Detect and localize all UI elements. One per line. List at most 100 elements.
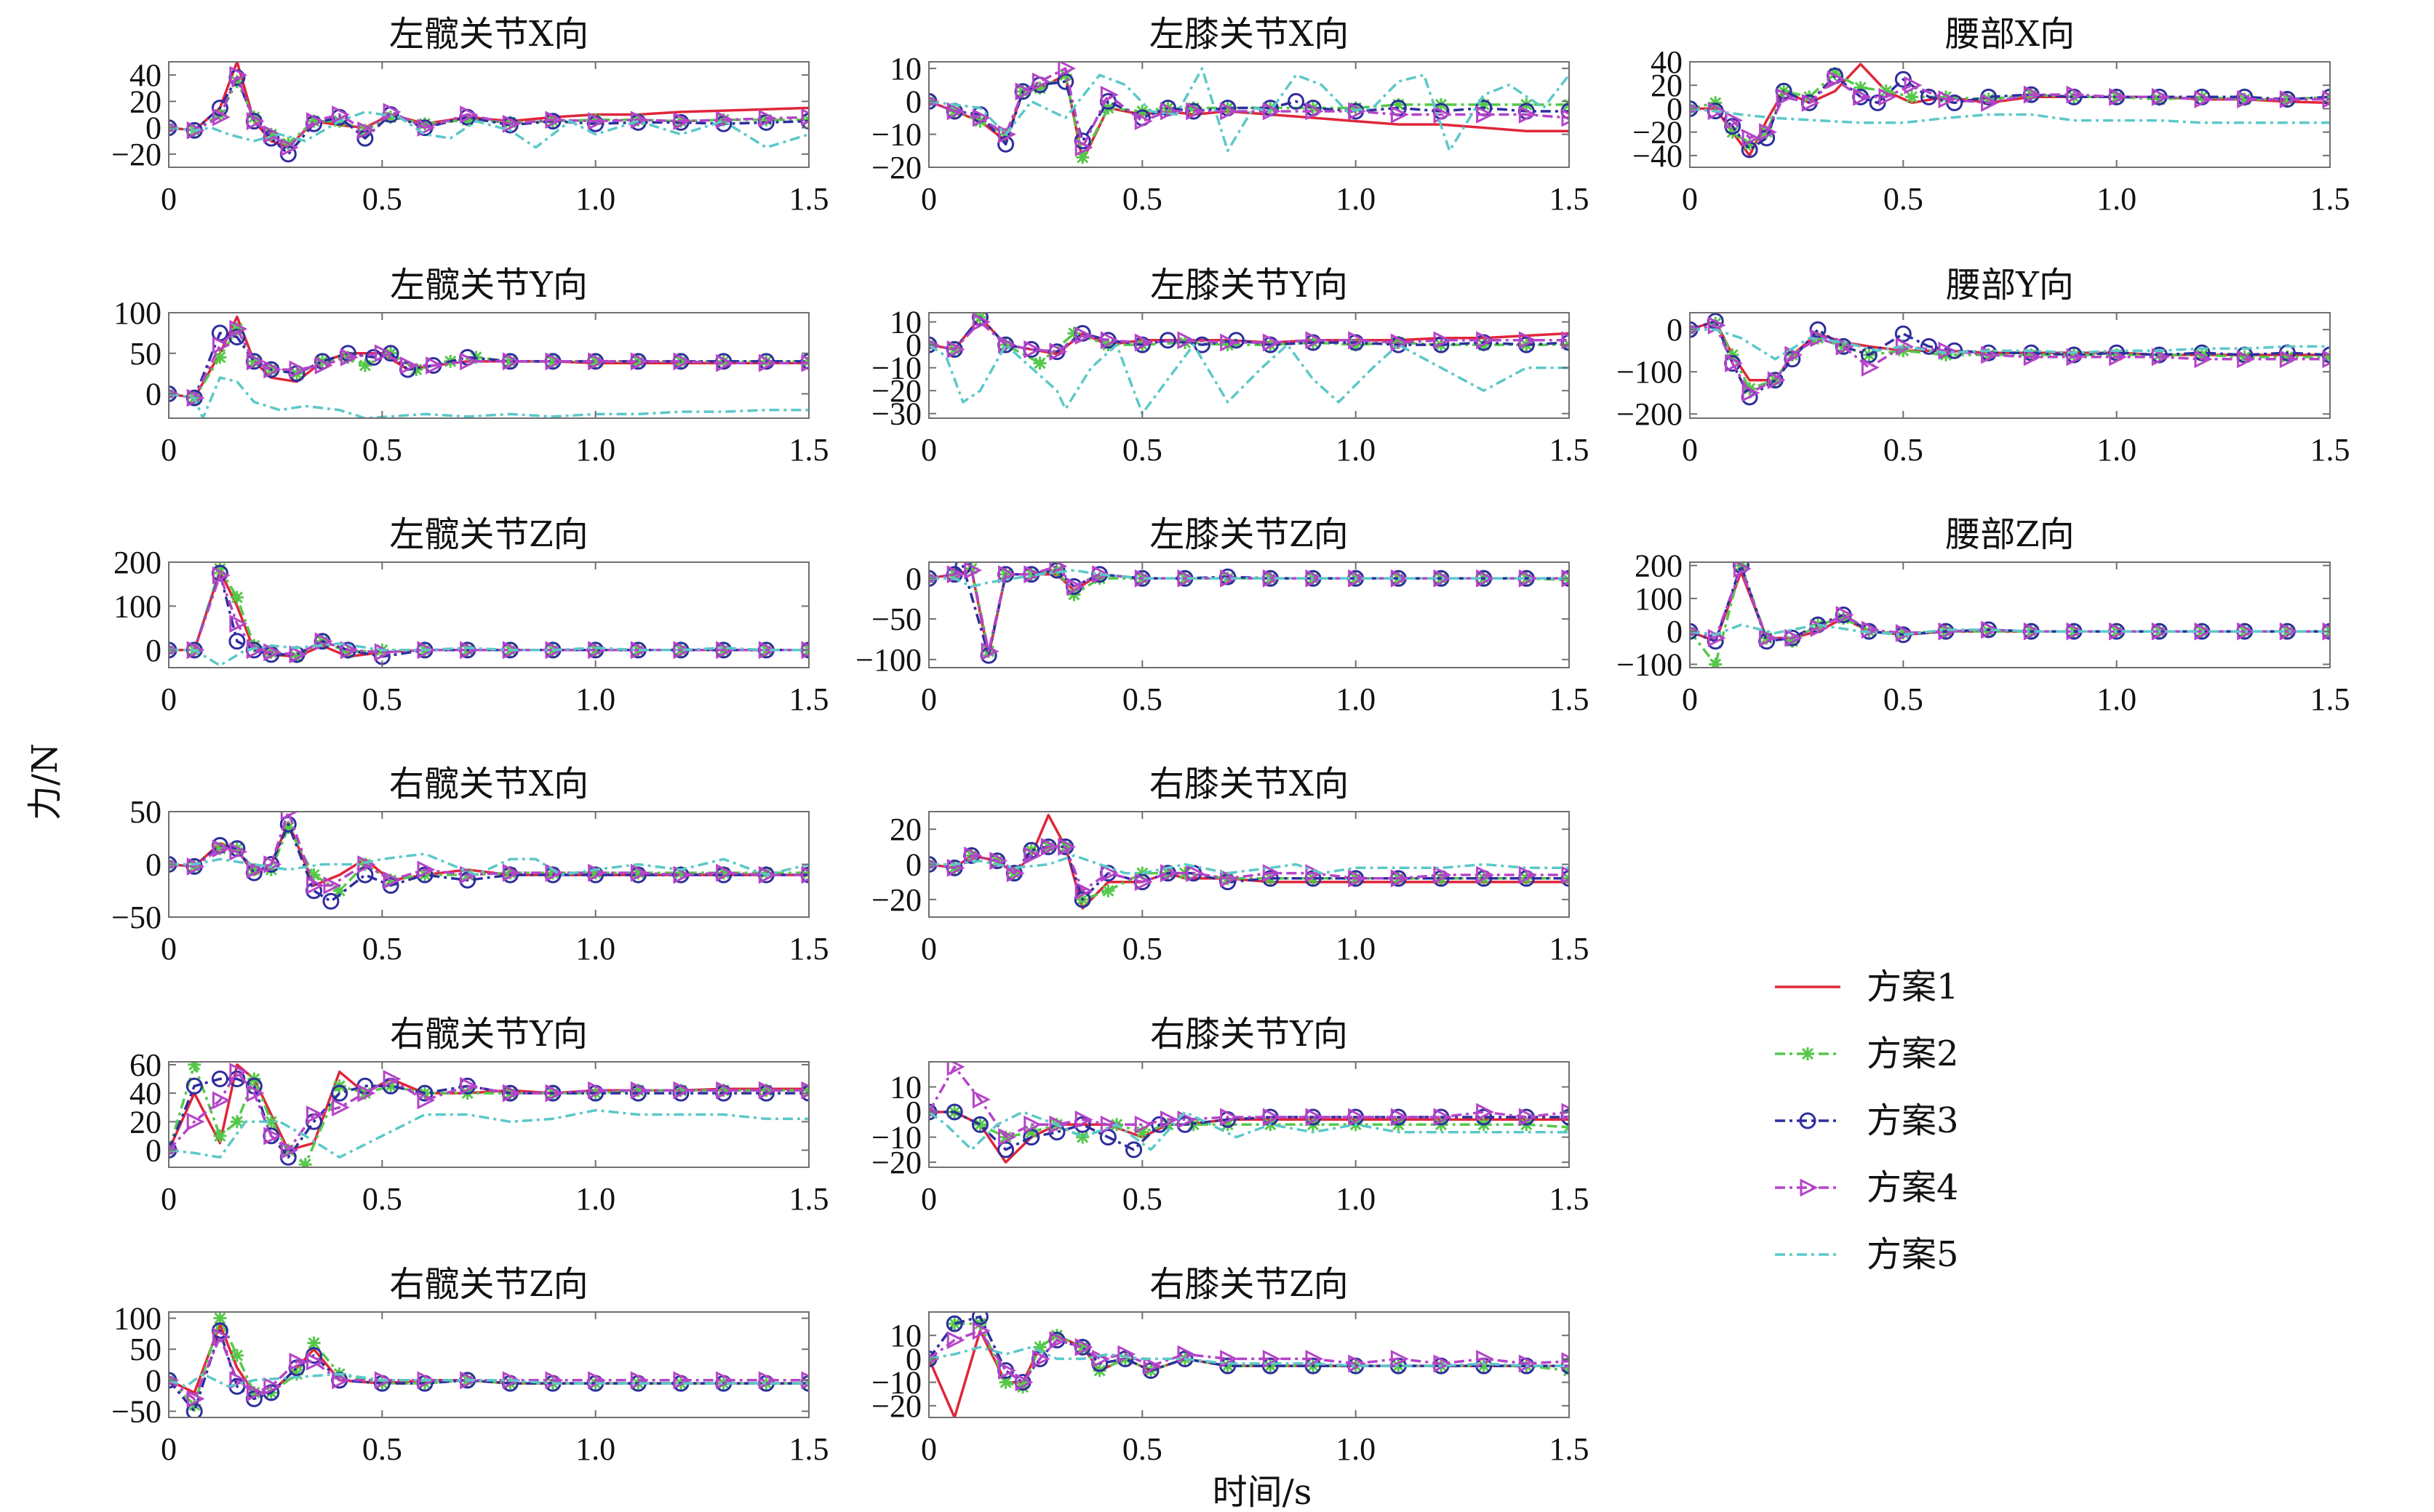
x-tick-label: 0 (161, 931, 177, 967)
data-point (1767, 371, 1786, 390)
axis-frame (1689, 561, 2331, 668)
legend-label: 方案5 (1867, 1234, 1959, 1275)
data-point (545, 352, 564, 371)
data-point (289, 1352, 308, 1371)
series-line (169, 642, 809, 667)
data-point (971, 1116, 989, 1133)
data-point (1348, 1354, 1367, 1373)
data-point (229, 65, 248, 84)
x-tick-label: 0.5 (362, 1431, 402, 1467)
panel-title: 右膝关节Y向 (1150, 1014, 1348, 1055)
x-tick-label: 1.5 (789, 681, 829, 717)
data-point (228, 633, 246, 650)
data-point (1896, 626, 1910, 640)
data-point (946, 1062, 965, 1076)
x-tick-label: 0.5 (362, 681, 402, 717)
data-point (1348, 102, 1367, 121)
data-point (546, 354, 559, 368)
data-point (1827, 70, 1846, 89)
x-tick-label: 1.5 (2310, 432, 2350, 468)
data-point (946, 1103, 963, 1121)
data-point (1134, 333, 1153, 352)
data-point (298, 1158, 312, 1167)
data-point (1100, 331, 1119, 350)
data-point (588, 641, 607, 660)
data-point (1074, 327, 1093, 345)
y-tick-label: 0 (145, 847, 161, 883)
data-point (1784, 628, 1803, 647)
data-point (1801, 93, 1820, 112)
x-tick-label: 0 (161, 1181, 177, 1217)
data-point (306, 1105, 324, 1124)
data-point (186, 121, 205, 140)
data-point (460, 1076, 479, 1095)
data-point (1835, 606, 1854, 624)
data-point (1220, 569, 1239, 588)
y-tick-label: −20 (871, 150, 922, 185)
data-point (1776, 87, 1795, 106)
data-point (1221, 1118, 1234, 1132)
data-point (1262, 1350, 1281, 1368)
series-line (1690, 63, 2330, 157)
x-tick-label: 0.5 (1122, 432, 1162, 468)
data-point (1518, 105, 1537, 124)
data-point (213, 1312, 227, 1325)
y-tick-label: 0 (906, 847, 922, 883)
data-point (1220, 869, 1239, 888)
data-point (1433, 331, 1452, 350)
data-point (246, 352, 265, 371)
data-point (1518, 1354, 1537, 1373)
data-point (1101, 884, 1115, 897)
x-tick-label: 0 (1682, 181, 1698, 217)
series-line (169, 1108, 809, 1159)
data-point (289, 360, 308, 379)
data-point (384, 1079, 398, 1093)
legend: 方案1 方案2 方案3 方案4 方案5 (1775, 967, 1959, 1275)
data-point (588, 1081, 607, 1100)
data-point (801, 353, 809, 372)
data-point (673, 1081, 692, 1100)
data-point (1743, 137, 1757, 151)
data-point (340, 641, 359, 660)
data-point (2237, 90, 2256, 108)
data-point (1920, 337, 1938, 355)
data-point (1049, 343, 1068, 361)
data-point (673, 352, 692, 371)
data-point (212, 108, 231, 127)
series-line (929, 1345, 1569, 1367)
data-point (212, 839, 231, 858)
data-point (246, 860, 265, 879)
data-point (460, 1371, 479, 1390)
data-point (716, 111, 735, 129)
data-point (631, 866, 645, 880)
panel-title: 左膝关节Y向 (1150, 265, 1348, 305)
y-tick-label: −10 (871, 1120, 922, 1156)
data-point (1938, 622, 1957, 641)
data-point (1939, 90, 1952, 104)
chart-panel: 左髋关节Z向 0 0.5 1.0 1.5 0 100 200 (113, 514, 829, 717)
data-point (186, 857, 205, 876)
x-tick-label: 1.5 (1549, 931, 1589, 967)
data-point (2109, 348, 2128, 367)
data-point (716, 1081, 735, 1100)
data-point (185, 1077, 203, 1095)
panel-title: 左髋关节Y向 (390, 265, 588, 305)
data-point (801, 108, 809, 127)
data-point (674, 866, 687, 880)
data-point (1854, 81, 1867, 95)
y-tick-label: −30 (871, 396, 922, 432)
data-point (332, 884, 346, 897)
x-tick-label: 1.0 (2096, 432, 2136, 468)
data-point (1024, 1125, 1038, 1139)
series-line (1690, 107, 2330, 124)
data-point (2279, 90, 2298, 108)
series-line (1690, 623, 2330, 636)
data-point (998, 335, 1016, 354)
legend-item: 方案4 (1775, 1167, 1959, 1208)
series-line (169, 315, 809, 399)
series-line (929, 1111, 1569, 1151)
y-tick-label: 0 (906, 84, 922, 119)
data-point (417, 1091, 436, 1110)
data-point (1074, 138, 1093, 157)
